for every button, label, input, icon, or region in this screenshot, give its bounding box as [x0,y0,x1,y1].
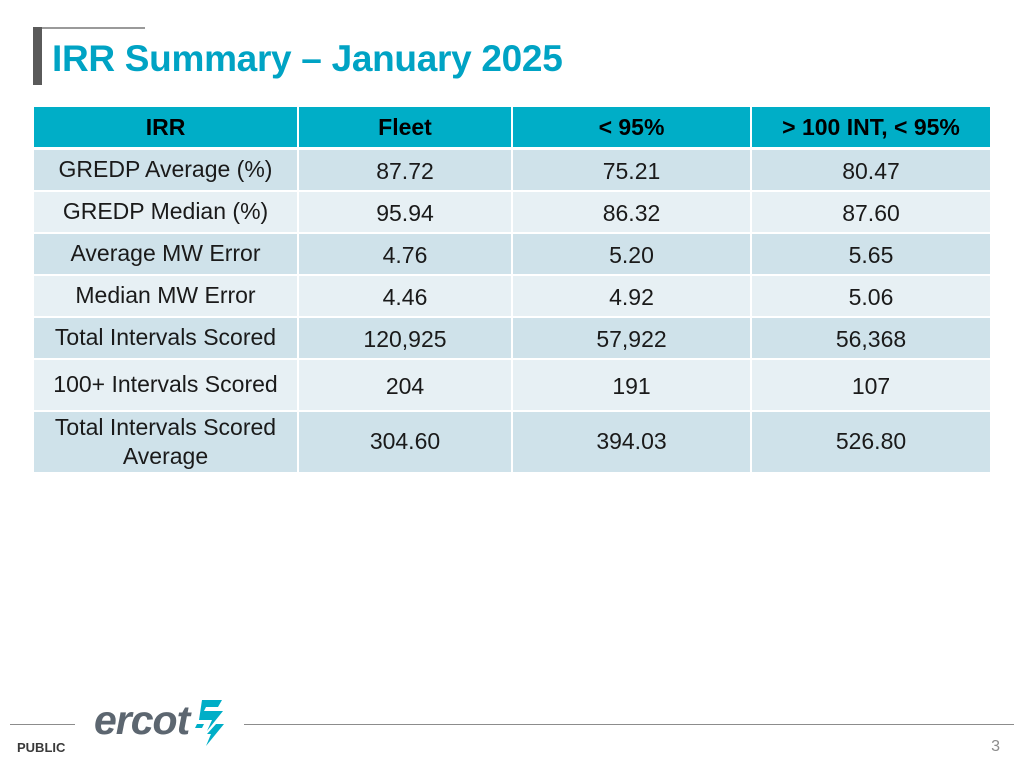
ercot-bolt-mark-icon [193,698,227,753]
cell-below-95: 191 [512,358,752,412]
cell-fleet: 304.60 [298,410,513,474]
cell-below-95: 75.21 [512,148,752,192]
table-row: 100+ Intervals Scored 204 191 107 [34,358,990,412]
cell-fleet: 4.76 [298,232,513,276]
public-label: PUBLIC [17,740,66,755]
cell-below-95: 394.03 [512,410,752,474]
table-row: Median MW Error 4.46 4.92 5.06 [34,274,990,318]
cell-over-100-int: 80.47 [751,148,990,192]
cell-fleet: 87.72 [298,148,513,192]
table-row: Average MW Error 4.76 5.20 5.65 [34,232,990,276]
cell-below-95: 4.92 [512,274,752,318]
cell-over-100-int: 56,368 [751,316,990,360]
row-label: Total Intervals Scored Average [34,410,299,474]
table-row: GREDP Median (%) 95.94 86.32 87.60 [34,190,990,234]
row-label: GREDP Median (%) [34,190,299,234]
title-accent-bar [33,27,42,85]
cell-over-100-int: 526.80 [751,410,990,474]
page-number: 3 [991,738,1000,755]
row-label: Average MW Error [34,232,299,276]
table-row: Total Intervals Scored Average 304.60 39… [34,410,990,474]
cell-over-100-int: 5.65 [751,232,990,276]
irr-summary-table: IRR Fleet < 95% > 100 INT, < 95% GREDP A… [34,107,990,474]
header-below-95: < 95% [512,107,752,150]
row-label: Total Intervals Scored [34,316,299,360]
cell-over-100-int: 87.60 [751,190,990,234]
cell-fleet: 4.46 [298,274,513,318]
cell-fleet: 95.94 [298,190,513,234]
row-label: 100+ Intervals Scored [34,358,299,412]
ercot-logo: ercot [94,700,227,750]
title-accent-line [33,27,145,29]
header-fleet: Fleet [298,107,513,150]
slide-title: IRR Summary – January 2025 [52,38,563,79]
header-over-100-int-below-95: > 100 INT, < 95% [751,107,990,150]
cell-over-100-int: 5.06 [751,274,990,318]
footer-divider-right [244,724,1014,725]
logo-wordmark: ercot [94,697,190,743]
row-label: Median MW Error [34,274,299,318]
row-label: GREDP Average (%) [34,148,299,192]
footer-divider-left [10,724,75,725]
cell-below-95: 86.32 [512,190,752,234]
cell-over-100-int: 107 [751,358,990,412]
table-header-row: IRR Fleet < 95% > 100 INT, < 95% [34,107,990,150]
cell-below-95: 57,922 [512,316,752,360]
cell-below-95: 5.20 [512,232,752,276]
table-row: Total Intervals Scored 120,925 57,922 56… [34,316,990,360]
cell-fleet: 204 [298,358,513,412]
cell-fleet: 120,925 [298,316,513,360]
header-irr: IRR [34,107,299,150]
table-row: GREDP Average (%) 87.72 75.21 80.47 [34,148,990,192]
